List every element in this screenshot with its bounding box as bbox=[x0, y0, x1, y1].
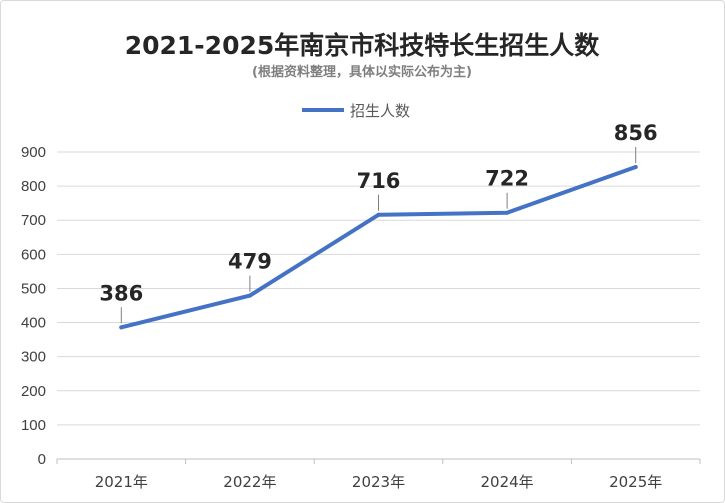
y-tick-label: 700 bbox=[21, 212, 46, 229]
y-tick-label: 500 bbox=[21, 280, 46, 297]
series-line bbox=[119, 165, 638, 330]
chart-subtitle: (根据资料整理，具体以实际公布为主) bbox=[252, 64, 472, 80]
data-label: 856 bbox=[614, 121, 658, 145]
chart-title: 2021-2025年南京市科技特长生招生人数 bbox=[125, 31, 601, 60]
y-tick-label: 800 bbox=[21, 178, 46, 195]
x-tick-label: 2022年 bbox=[223, 473, 276, 491]
y-tick-label: 400 bbox=[21, 315, 46, 332]
y-tick-label: 600 bbox=[21, 246, 46, 263]
y-tick-label: 200 bbox=[21, 383, 46, 400]
data-point bbox=[505, 210, 510, 215]
x-tick-label: 2021年 bbox=[95, 473, 148, 491]
data-label: 716 bbox=[357, 169, 401, 193]
legend: 招生人数 bbox=[302, 102, 410, 120]
x-tick-label: 2024年 bbox=[481, 473, 534, 491]
y-tick-label: 100 bbox=[21, 417, 46, 434]
x-tick-label: 2025年 bbox=[609, 473, 662, 491]
data-point bbox=[633, 165, 638, 170]
data-label: 386 bbox=[99, 281, 143, 305]
x-tick-label: 2023年 bbox=[352, 473, 405, 491]
data-label: 479 bbox=[228, 250, 272, 274]
legend-label: 招生人数 bbox=[350, 102, 410, 120]
y-tick-label: 300 bbox=[21, 349, 46, 366]
data-point bbox=[119, 325, 124, 330]
x-axis: 2021年 2022年 2023年 2024年 2025年 bbox=[56, 459, 701, 491]
data-point bbox=[376, 212, 381, 217]
data-point bbox=[247, 293, 252, 298]
y-axis: 0 100 200 300 400 500 600 700 800 900 bbox=[21, 144, 46, 468]
y-tick-label: 0 bbox=[38, 451, 46, 468]
y-tick-label: 900 bbox=[21, 144, 46, 161]
data-label: 722 bbox=[485, 167, 529, 191]
gridlines bbox=[57, 151, 700, 460]
data-labels: 386 479 716 722 856 bbox=[99, 121, 658, 324]
